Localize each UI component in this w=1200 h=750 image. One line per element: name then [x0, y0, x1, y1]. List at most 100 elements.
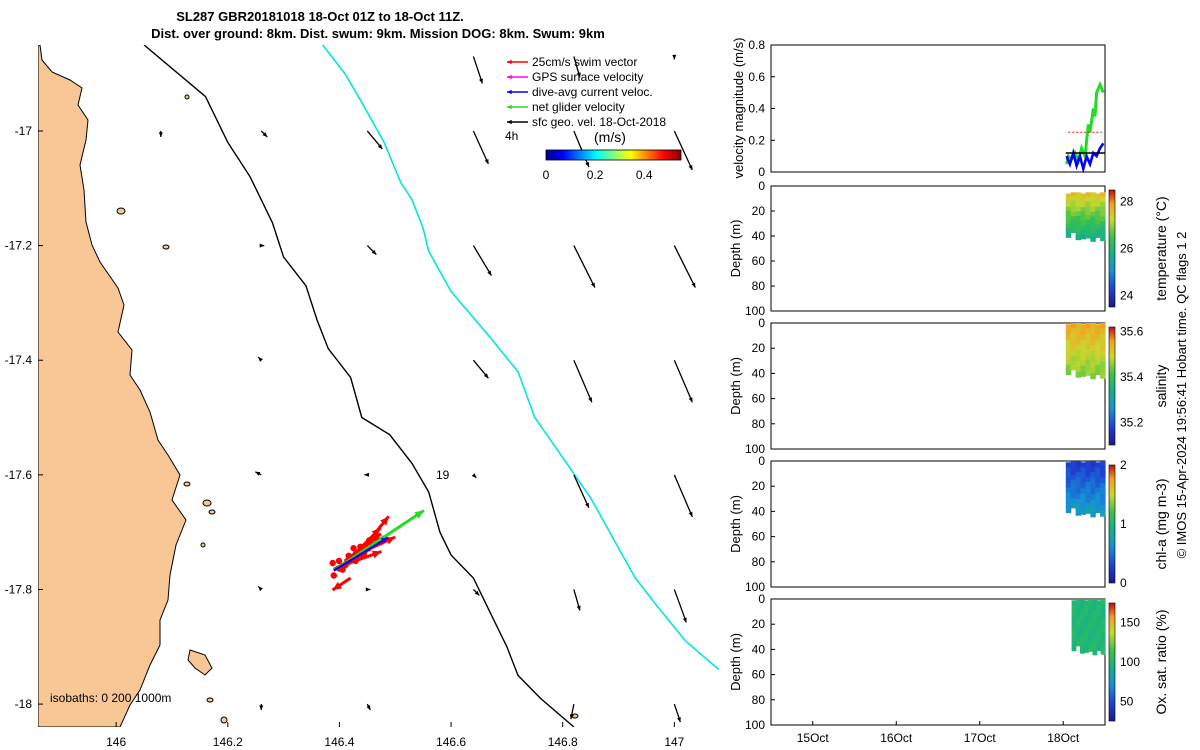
salinity-section-cell: [1080, 350, 1086, 356]
geo-vector-head: [483, 373, 489, 379]
time-x-tick-label: 15Oct: [797, 731, 830, 745]
legend-symbol-head: [507, 74, 512, 80]
temperature-section-cell: [1085, 210, 1091, 216]
track-map: 19 146 146.2 146.4 146.6 146.8 147 -17-17.2-1…: [5, 45, 719, 749]
chla-section-cell: [1095, 467, 1101, 473]
chla-section-cell: [1085, 508, 1091, 514]
oxygen-section-y-tick-label: 20: [752, 617, 766, 631]
geo-vector: [257, 356, 263, 362]
geo-vector-head: [591, 282, 595, 288]
chla-section-cell: [1080, 462, 1086, 469]
chla-section-cell: [1090, 461, 1096, 468]
salinity-section-cell: [1075, 323, 1082, 329]
geo-vector: [472, 588, 480, 596]
temperature-section-y-tick-label: 60: [752, 254, 766, 268]
chla-section-cell: [1095, 507, 1101, 514]
oxygen-section-colorbar-tick: 100: [1120, 655, 1140, 669]
temperature-section-cell: [1090, 221, 1096, 228]
geo-vector: [260, 130, 268, 138]
salinity-section-cell: [1065, 364, 1072, 371]
chla-section-cell: [1080, 472, 1086, 479]
temperature-section-cell: [1085, 205, 1091, 212]
duration-label: 4h: [505, 129, 518, 143]
temperature-section-cell: [1100, 231, 1106, 237]
salinity-section-cell: [1085, 359, 1091, 366]
salinity-section-cell: [1080, 324, 1086, 331]
chla-section-cell: [1080, 509, 1086, 515]
oxygen-section-cell: [1075, 627, 1081, 633]
geo-vector-head: [672, 54, 677, 60]
temperature-section-cell: [1080, 216, 1086, 222]
chla-section-cell: [1090, 472, 1096, 479]
oxygen-section-cell: [1096, 620, 1102, 626]
salinity-section-cell: [1075, 350, 1082, 357]
isobath-200m: [143, 45, 575, 727]
oxygen-section-cell: [1100, 610, 1106, 617]
salinity-section-cell: [1090, 345, 1096, 352]
temperature-section-cell: [1090, 197, 1096, 203]
oxygen-section-cell: [1071, 605, 1077, 611]
oxygen-section-cell: [1100, 604, 1106, 611]
salinity-section-cell: [1085, 370, 1091, 376]
temperature-section-cell: [1100, 216, 1106, 222]
oxygen-section-cell: [1088, 599, 1094, 605]
chla-section-cell: [1070, 461, 1077, 467]
salinity-section-cell: [1095, 354, 1101, 361]
salinity-section-cell: [1080, 329, 1086, 336]
chla-section-cell: [1070, 475, 1077, 481]
salinity-section-cell: [1080, 371, 1086, 377]
geo-vector-head: [585, 502, 589, 508]
salinity-section-cell: [1070, 360, 1077, 366]
chla-section-cell: [1095, 487, 1101, 494]
geo-vector-shaft: [472, 130, 489, 165]
oxygen-section-cell: [1075, 631, 1081, 638]
salinity-section-cell: [1100, 339, 1106, 346]
oxygen-section-cell: [1075, 608, 1081, 614]
salinity-section-cell: [1075, 344, 1082, 351]
chla-section-cell: [1095, 482, 1101, 488]
oxygen-section-colorbar-tick: 150: [1120, 616, 1140, 630]
island: [187, 649, 213, 676]
salinity-section-cell: [1075, 355, 1082, 362]
salinity-section-cell: [1095, 334, 1101, 340]
salinity-section-cell: [1090, 323, 1096, 330]
temperature-section-cell: [1100, 226, 1106, 232]
temperature-section-y-tick-label: 100: [745, 304, 765, 318]
map-y-tick-label: -17.6: [5, 468, 33, 482]
legend-symbol: [507, 104, 528, 110]
geo-vector-head: [377, 144, 383, 149]
chla-section-cell: [1065, 467, 1072, 473]
geo-vector: [573, 245, 596, 288]
geo-vector-head: [688, 511, 693, 517]
temperature-section-y-tick-label: 40: [752, 229, 766, 243]
geo-vector-head: [479, 78, 483, 84]
temperature-section-cell: [1100, 197, 1106, 203]
temperature-section-cell: [1080, 193, 1086, 199]
chla-section-cell: [1100, 494, 1106, 501]
salinity-section-y-tick-label: 60: [752, 392, 766, 406]
oxygen-section-cell: [1092, 610, 1098, 617]
geo-vector-head: [682, 617, 687, 623]
geo-vector-head: [487, 270, 492, 276]
legend-symbol: [507, 74, 528, 80]
geo-vector-head: [259, 243, 265, 248]
salinity-section-cell: [1065, 359, 1072, 366]
chla-section-cell: [1100, 483, 1106, 490]
oxygen-section-cell: [1096, 615, 1102, 621]
coastline-land: [38, 45, 187, 727]
temperature-section-cell: [1080, 207, 1086, 213]
oxygen-section-cell: [1096, 635, 1102, 642]
salinity-section-cell: [1100, 350, 1106, 357]
chla-section-cell: [1095, 492, 1101, 499]
legend-label: net glider velocity: [532, 100, 625, 114]
oxygen-section-cell: [1100, 615, 1106, 622]
temperature-section-cell: [1070, 224, 1077, 229]
map-x-tick-label: 146: [106, 735, 126, 749]
swim-vector-head: [332, 581, 343, 590]
oxygen-section-cell: [1080, 620, 1085, 627]
oxygen-section-cell: [1100, 632, 1106, 639]
geo-vector-head: [158, 132, 163, 137]
geo-vector: [471, 473, 477, 479]
oxygen-section-y-tick-label: 100: [745, 718, 765, 732]
chla-section-cell: [1085, 487, 1091, 493]
